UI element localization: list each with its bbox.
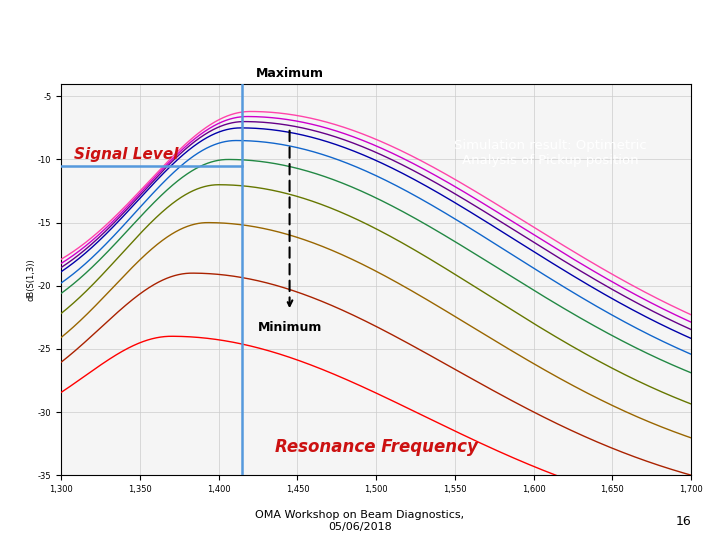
Text: S13 for different Pickup position Vs Resonance Frequency: S13 for different Pickup position Vs Res…	[156, 52, 542, 65]
Text: 16: 16	[675, 515, 691, 528]
Text: Signal Level: Signal Level	[73, 147, 179, 162]
Text: Minimum: Minimum	[257, 321, 322, 334]
Text: Simulation result: Optimetric
Analysis of Pickup position: Simulation result: Optimetric Analysis o…	[454, 139, 647, 166]
Y-axis label: dB(S(1,3)): dB(S(1,3))	[26, 258, 35, 301]
Text: Resonance Frequency: Resonance Frequency	[275, 438, 477, 456]
Text: OMA Workshop on Beam Diagnostics,
05/06/2018: OMA Workshop on Beam Diagnostics, 05/06/…	[256, 510, 464, 532]
Text: Maximum: Maximum	[256, 67, 323, 80]
